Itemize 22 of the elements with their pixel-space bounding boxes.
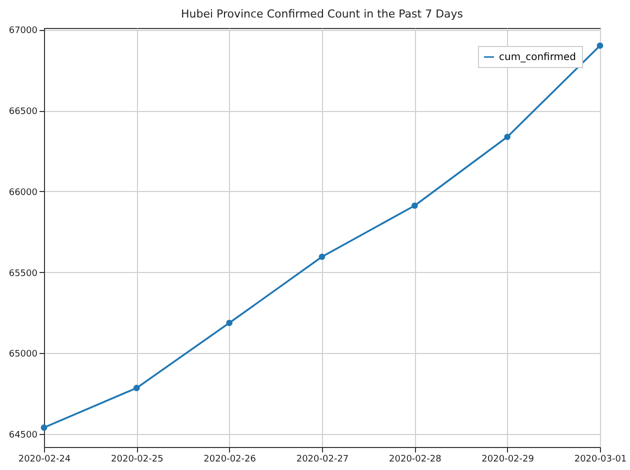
- y-tick-label: 66000: [8, 188, 38, 198]
- x-tick-label: 2020-02-28: [389, 454, 442, 464]
- point: [318, 254, 326, 260]
- chart-title: Hubei Province Confirmed Count in the Past 7 Days: [180, 8, 464, 21]
- x-tick-label: 2020-02-25: [111, 454, 164, 464]
- legend-label: cum_confirmed: [499, 52, 576, 63]
- x-tick-label: 2020-02-27: [296, 454, 349, 464]
- y-tick-label: 65500: [8, 268, 38, 279]
- point: [134, 384, 140, 392]
- y-tick-label: 67000: [8, 26, 38, 36]
- y-tick-label: 66500: [8, 107, 38, 118]
- x-tick-label: 2020-02-24: [18, 454, 71, 464]
- point: [504, 134, 510, 140]
- y-tick-label: 65000: [8, 350, 38, 360]
- y-tick-label: 64500: [8, 430, 38, 441]
- x-tick-label: 2020-02-29: [482, 454, 534, 464]
- point: [226, 320, 232, 326]
- point: [596, 42, 604, 49]
- point: [40, 424, 48, 431]
- x-tick-label: 2020-03-01: [574, 454, 627, 464]
- x-tick-label: 2020-02-26: [204, 454, 256, 464]
- point: [412, 202, 418, 209]
